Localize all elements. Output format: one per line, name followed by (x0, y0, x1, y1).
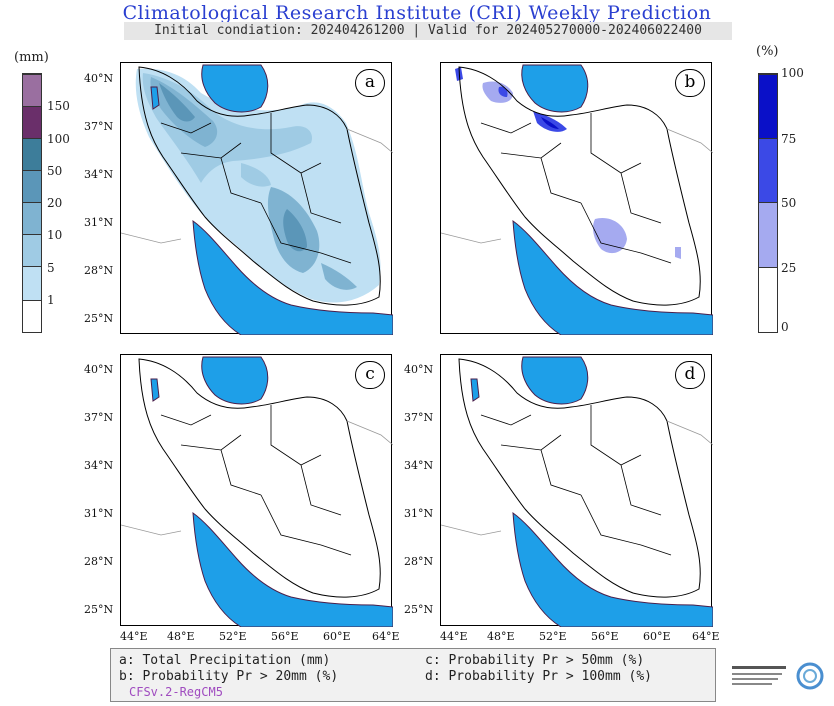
legend-item-d: d: Probability Pr > 100mm (%) (425, 669, 652, 684)
map-b-svg (441, 64, 713, 335)
colorbar-label: 150 (47, 99, 70, 113)
map-panel-d: d (440, 354, 713, 627)
colorbar-label: 50 (47, 164, 63, 178)
lat-tick-label: 28°N (84, 264, 114, 277)
valid-period-banner: Initial condiation: 202404261200 | Valid… (124, 22, 732, 40)
lat-tick-label: 37°N (84, 120, 114, 133)
lat-tick-label: 40°N (84, 72, 114, 85)
panel-label-b: b (675, 69, 705, 97)
colorbar-segment (759, 74, 777, 138)
colorbar-label: 25 (781, 261, 797, 275)
lat-tick-label: 40°N (84, 363, 114, 376)
lon-tick-label: 60°E (323, 630, 351, 643)
colorbar-label: 10 (47, 228, 63, 242)
colorbar-label: 20 (47, 196, 63, 210)
model-name: CFSv.2-RegCM5 (129, 685, 223, 699)
colorbar-segment (23, 74, 41, 106)
panel-label-a: a (355, 69, 385, 97)
lon-tick-label: 56°E (591, 630, 619, 643)
lon-tick-label: 64°E (692, 630, 720, 643)
colorbar-label: 50 (781, 196, 797, 210)
lon-tick-label: 56°E (271, 630, 299, 643)
lat-tick-label: 37°N (84, 411, 114, 424)
lat-tick-label: 34°N (84, 168, 114, 181)
probability-colorbar (758, 73, 778, 333)
page-title: Climatological Research Institute (CRI) … (122, 2, 712, 24)
map-d-svg (441, 356, 713, 627)
legend-item-b: b: Probability Pr > 20mm (%) (119, 669, 339, 684)
lon-tick-label: 48°E (167, 630, 195, 643)
lon-tick-label: 60°E (643, 630, 671, 643)
map-panel-b: b (440, 62, 713, 335)
colorbar-segment (23, 106, 41, 138)
colorbar-segment (759, 138, 777, 202)
colorbar-segment (759, 202, 777, 267)
map-panel-c: c (120, 354, 393, 627)
panel-label-c: c (355, 361, 385, 389)
lon-tick-label: 64°E (372, 630, 400, 643)
lon-tick-label: 52°E (219, 630, 247, 643)
colorbar-label: 5 (47, 261, 55, 275)
map-c-svg (121, 356, 393, 627)
colorbar-label: 1 (47, 293, 55, 307)
lon-tick-label: 44°E (440, 630, 468, 643)
lat-tick-label: 28°N (404, 555, 434, 568)
lat-tick-label: 31°N (404, 507, 434, 520)
lat-tick-label: 31°N (84, 216, 114, 229)
colorbar-label: 0 (781, 320, 789, 334)
colorbar-segment (23, 138, 41, 170)
panel-label-d: d (675, 361, 705, 389)
legend-item-a: a: Total Precipitation (mm) (119, 653, 331, 668)
lon-tick-label: 52°E (539, 630, 567, 643)
colorbar-label: 100 (781, 66, 804, 80)
precip-colorbar (22, 73, 42, 333)
lon-tick-label: 44°E (120, 630, 148, 643)
colorbar-label: 100 (47, 132, 70, 146)
legend-item-c: c: Probability Pr > 50mm (%) (425, 653, 645, 668)
lon-tick-label: 48°E (487, 630, 515, 643)
right-colorbar-unit: (%) (756, 44, 779, 59)
lat-tick-label: 25°N (84, 312, 114, 325)
institute-logo (730, 656, 830, 696)
lat-tick-label: 25°N (404, 603, 434, 616)
lat-tick-label: 28°N (84, 555, 114, 568)
colorbar-segment (23, 266, 41, 300)
lat-tick-label: 37°N (404, 411, 434, 424)
colorbar-label: 75 (781, 132, 797, 146)
colorbar-segment (23, 170, 41, 202)
colorbar-segment (759, 267, 777, 332)
map-panel-a: a (120, 62, 393, 335)
colorbar-segment (23, 300, 41, 332)
lat-tick-label: 31°N (84, 507, 114, 520)
colorbar-segment (23, 202, 41, 234)
left-colorbar-unit: (mm) (14, 50, 49, 65)
lat-tick-label: 40°N (404, 363, 434, 376)
panel-legend: a: Total Precipitation (mm) b: Probabili… (110, 648, 716, 702)
lat-tick-label: 34°N (84, 459, 114, 472)
lat-tick-label: 25°N (84, 603, 114, 616)
map-a-svg (121, 64, 393, 335)
colorbar-segment (23, 234, 41, 266)
lat-tick-label: 34°N (404, 459, 434, 472)
